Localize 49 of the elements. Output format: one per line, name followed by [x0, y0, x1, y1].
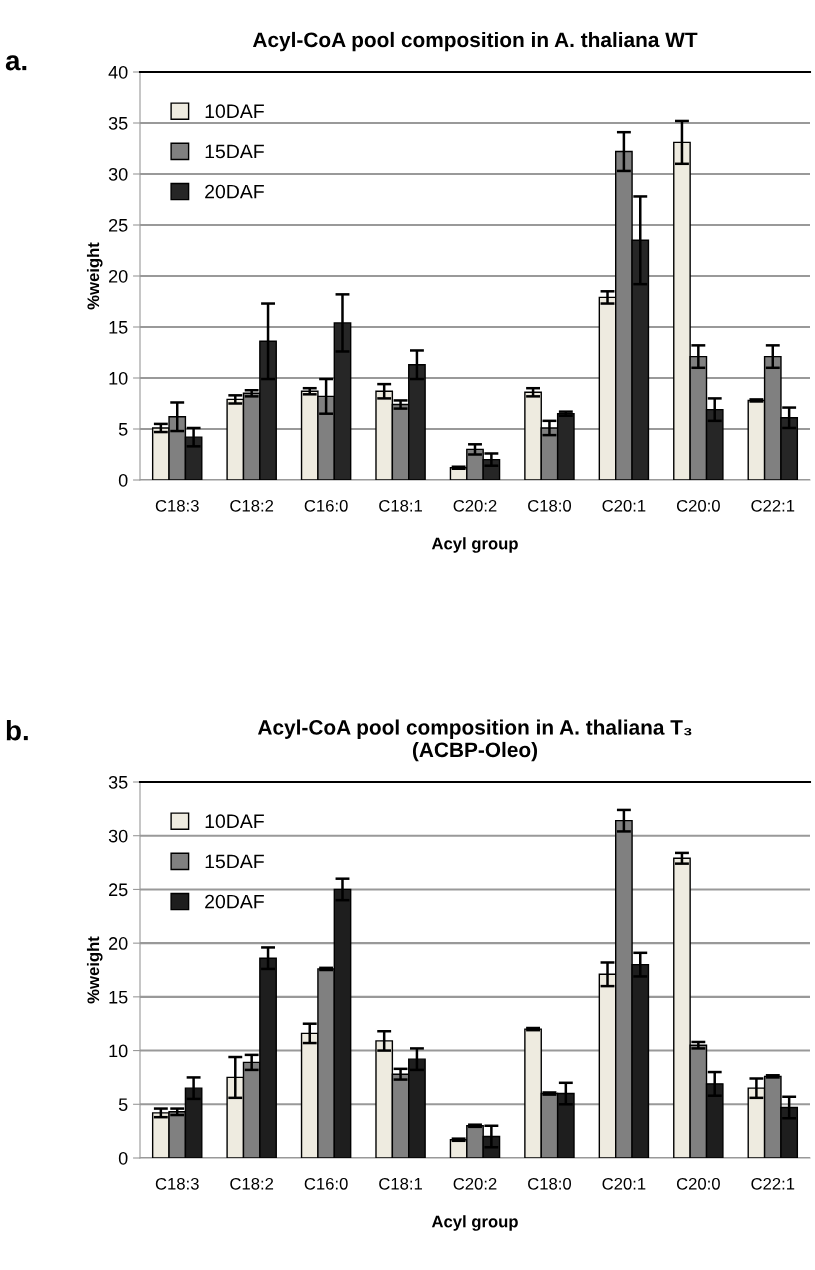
text: a. — [5, 55, 27, 71]
chart-title: Acyl-CoA pool composition in A. thaliana T₃ (ACBP-Oleo) — [257, 719, 692, 762]
y-tick-label: 30 — [108, 829, 128, 843]
y-tick-label: 25 — [109, 883, 128, 897]
y-tick-label: 10 — [109, 1044, 128, 1058]
y-tick-label: 5 — [118, 1098, 128, 1112]
y-tick-label: 5 — [118, 423, 128, 436]
y-tick-label: 15 — [109, 990, 128, 1004]
legend-label: 15DAF — [205, 854, 264, 869]
x-tick-label: C18:2 — [230, 1177, 274, 1190]
legend-label: 10DAF — [205, 104, 264, 119]
y-tick-label: 30 — [108, 167, 128, 181]
y-tick-label: 35 — [108, 116, 128, 130]
y-tick-label: 0 — [118, 1151, 128, 1165]
y-axis-title: %weight — [86, 242, 103, 310]
x-axis-title: Acyl group — [431, 537, 518, 553]
x-tick-label: C16:0 — [304, 1177, 348, 1190]
y-tick-label: 25 — [109, 218, 128, 232]
x-tick-label: C18:0 — [528, 499, 572, 512]
x-tick-label: C20:0 — [676, 1177, 720, 1190]
y-tick-label: 15 — [109, 321, 128, 334]
legend-label: 20DAF — [205, 894, 264, 909]
text: b. — [6, 720, 28, 741]
y-tick-label: 35 — [108, 775, 128, 789]
y-axis-title: %weight — [86, 936, 103, 1004]
x-tick-label: C20:2 — [453, 1177, 497, 1190]
x-tick-label: C18:0 — [528, 1177, 572, 1190]
legend-label: 15DAF — [205, 144, 264, 159]
x-tick-label: C18:1 — [379, 499, 422, 512]
y-tick-label: 0 — [118, 473, 128, 487]
x-tick-label: C20:2 — [453, 499, 497, 512]
x-tick-label: C22:1 — [751, 499, 795, 512]
legend-label: 10DAF — [205, 814, 264, 829]
x-axis-title: Acyl group — [431, 1215, 518, 1231]
x-tick-label: C18:3 — [155, 499, 199, 512]
y-tick-label: 40 — [108, 65, 128, 79]
x-tick-label: C16:0 — [304, 499, 348, 512]
x-tick-label: C22:1 — [751, 1177, 795, 1190]
x-tick-label: C18:3 — [155, 1177, 199, 1190]
y-tick-label: 20 — [109, 269, 128, 283]
legend-label: 20DAF — [205, 184, 264, 199]
x-tick-label: C18:1 — [379, 1177, 422, 1190]
x-tick-label: C20:1 — [602, 499, 646, 512]
y-tick-label: 10 — [109, 371, 128, 385]
x-tick-label: C18:2 — [230, 499, 274, 512]
x-tick-label: C20:0 — [676, 499, 720, 512]
y-tick-label: 20 — [109, 937, 128, 950]
chart-title: Acyl-CoA pool composition in A. thaliana WT — [252, 31, 698, 52]
x-tick-label: C20:1 — [602, 1177, 646, 1190]
